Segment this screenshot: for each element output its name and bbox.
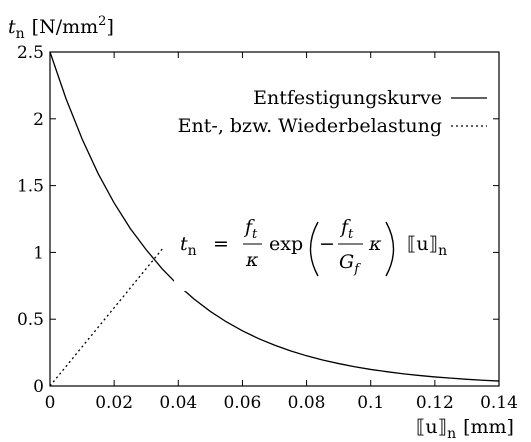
eq-right-paren [385, 221, 395, 277]
y-tick-label: 1 [33, 243, 44, 263]
x-axis-unit: [mm] [463, 416, 514, 438]
plot-frame [49, 51, 500, 387]
series-layer [49, 51, 500, 387]
legend: Entfestigungskurve Ent-, bzw. Wiederbela… [178, 87, 487, 137]
axis-ticks [49, 51, 500, 387]
x-tick-label: 0.08 [288, 393, 326, 413]
legend-label-dotted: Ent-, bzw. Wiederbelastung [178, 115, 442, 137]
x-axis-var: ⟦u⟧ [416, 416, 447, 438]
legend-label-solid: Entfestigungskurve [253, 87, 442, 109]
x-axis-label: ⟦u⟧n [mm] [416, 416, 514, 442]
y-tick-label: 2.5 [17, 43, 44, 63]
x-tick-label: 0.12 [416, 393, 454, 413]
y-tick-label: 0.5 [17, 310, 44, 330]
eq-exp: exp [269, 233, 303, 255]
y-axis-sub: n [16, 26, 25, 42]
equation-background [174, 205, 481, 291]
y-tick-label: 1.5 [17, 177, 44, 197]
axis-tick-labels: 0 0.02 0.04 0.06 0.08 0.1 0.12 0.14 0 0.5 1 1.5 2 2.5 [17, 43, 518, 413]
series-line-softening [49, 51, 500, 382]
eq-frac2-den: Gf [339, 251, 361, 277]
x-tick-label: 0.02 [95, 393, 133, 413]
eq-equals: = [213, 233, 229, 255]
eq-kappa: κ [368, 233, 382, 255]
x-axis-sub: n [447, 426, 456, 442]
series-line-reloading [49, 246, 165, 387]
x-tick-label: 0.14 [480, 393, 518, 413]
x-tick-label: 0 [45, 393, 56, 413]
y-axis-unit-close: ] [106, 16, 113, 38]
eq-lhs: tn [180, 233, 197, 259]
eq-left-paren [309, 221, 319, 277]
eq-jump: ⟦u⟧n [407, 233, 447, 259]
y-axis-label: tn [N/mm2] [8, 14, 114, 42]
equation-annotation: tn = ft κ exp − ft Gf κ ⟦u⟧n [174, 205, 481, 291]
x-tick-label: 0.1 [357, 393, 384, 413]
x-tick-label: 0.06 [223, 393, 261, 413]
eq-frac1-num: ft [243, 216, 258, 242]
eq-frac1-den: κ [245, 249, 259, 271]
x-tick-label: 0.04 [159, 393, 197, 413]
y-tick-label: 0 [33, 377, 44, 397]
eq-minus: − [319, 233, 335, 255]
y-axis-unit-sup: 2 [98, 14, 106, 29]
eq-frac2-num: ft [339, 216, 354, 242]
y-axis-unit: [N/mm [32, 16, 98, 38]
y-axis-var: t [8, 16, 16, 38]
y-tick-label: 2 [33, 110, 44, 130]
